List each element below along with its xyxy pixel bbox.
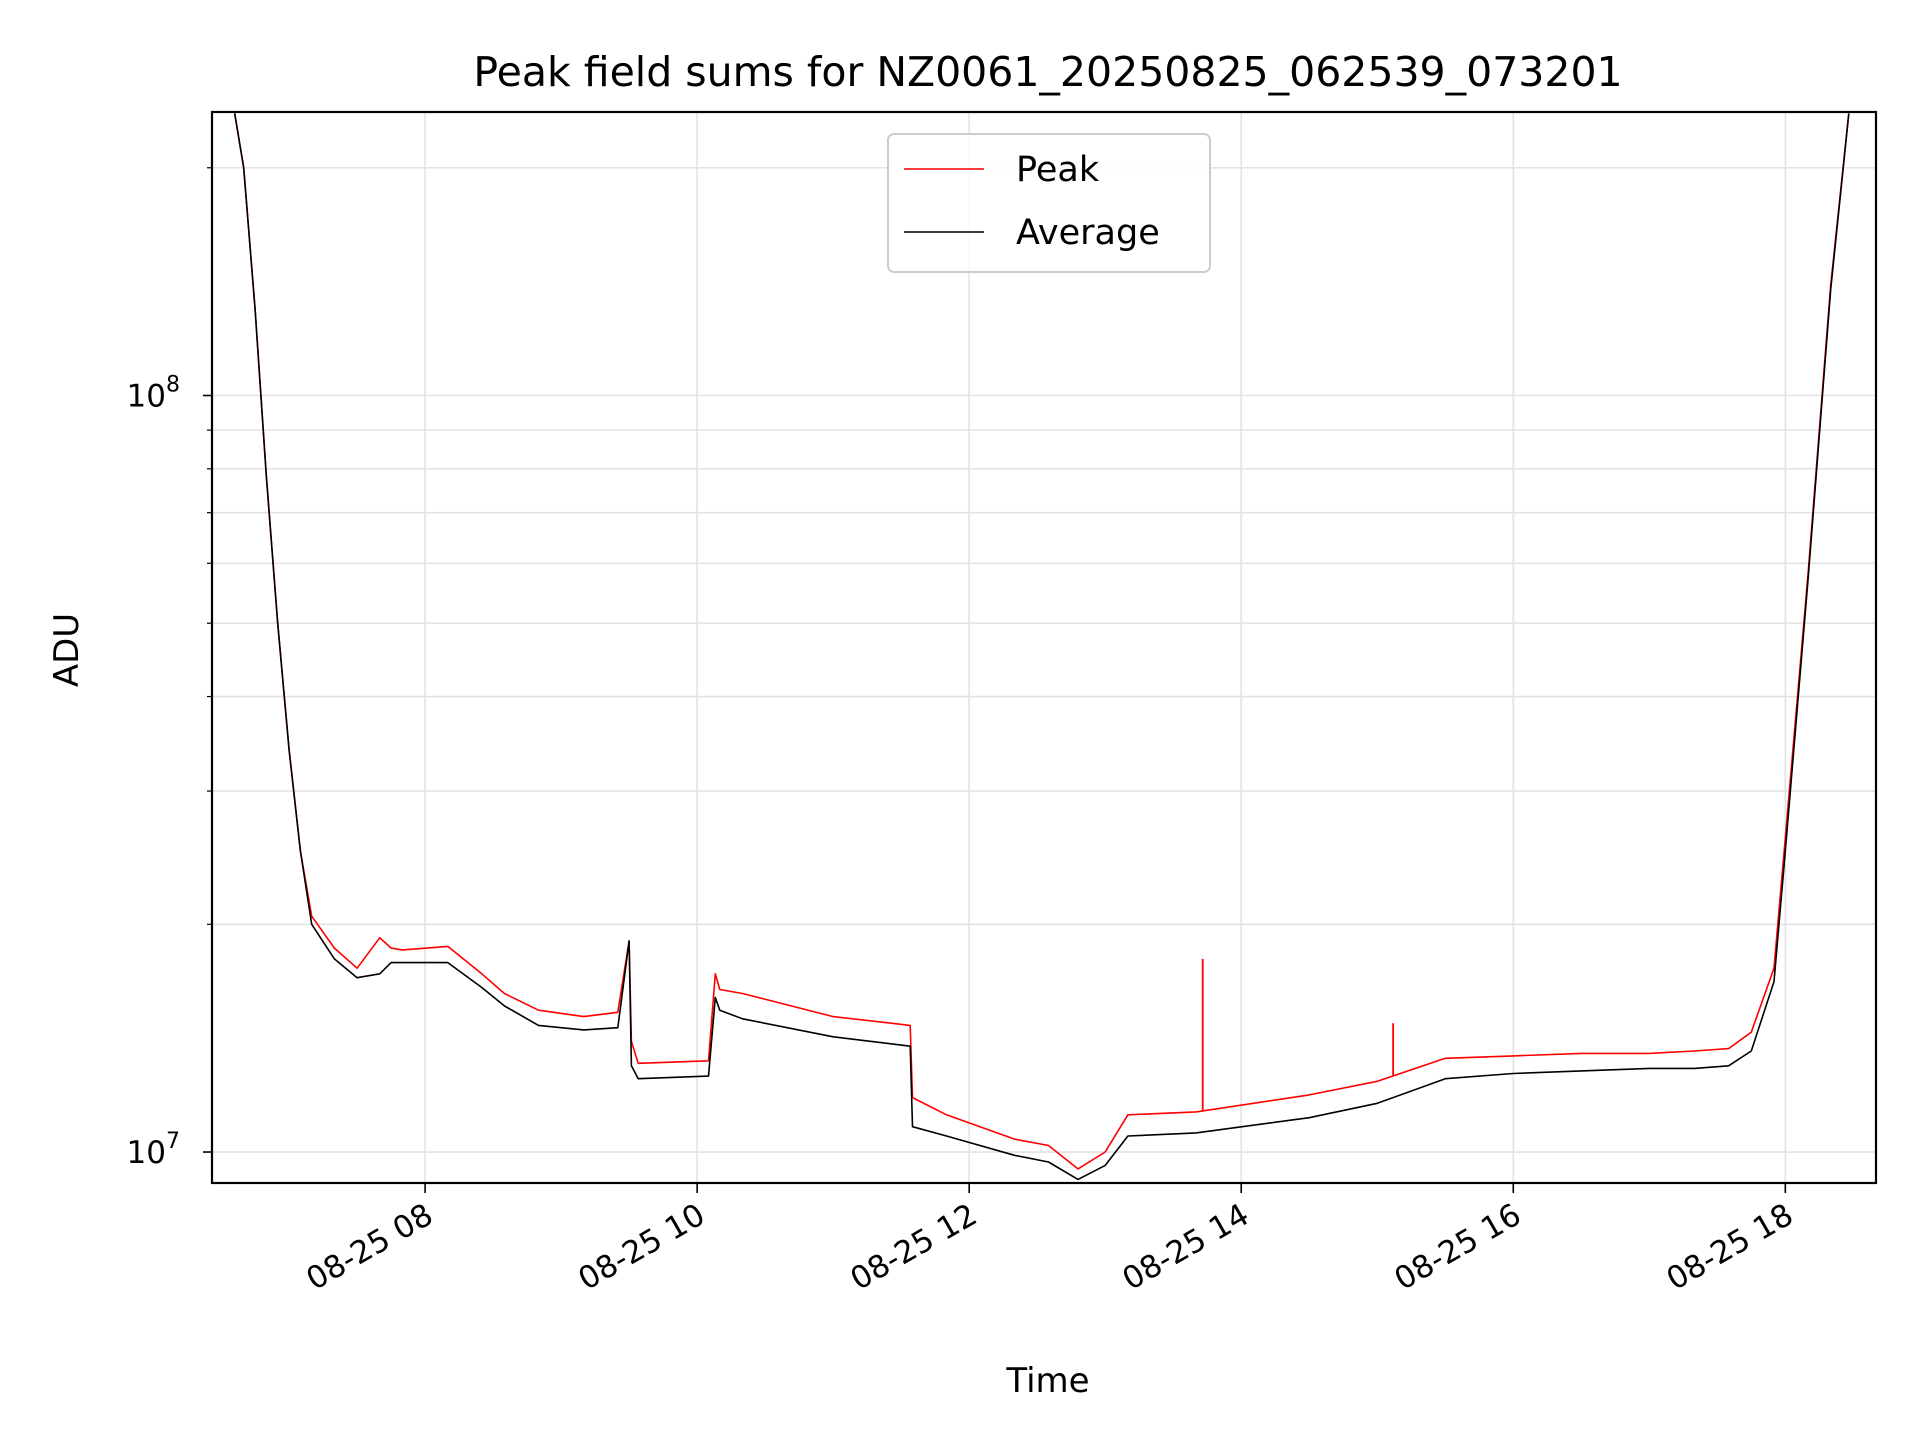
y-axis-title: ADU [47,613,87,687]
legend-label-peak: Peak [1016,150,1100,190]
chart-title: Peak field sums for NZ0061_20250825_0625… [473,48,1622,96]
series-layer [233,113,1850,1181]
series-line-peak [233,113,1850,1170]
y-tick-label: 108 [127,373,180,415]
y-axis: 107 108 [127,167,212,1171]
plot-frame [210,110,1878,1185]
x-axis-title: Time [1005,1361,1089,1401]
series-line-average [233,113,1850,1181]
legend-label-average: Average [1016,213,1160,253]
legend: Peak Average [887,133,1211,273]
y-tick-label: 107 [127,1129,180,1171]
